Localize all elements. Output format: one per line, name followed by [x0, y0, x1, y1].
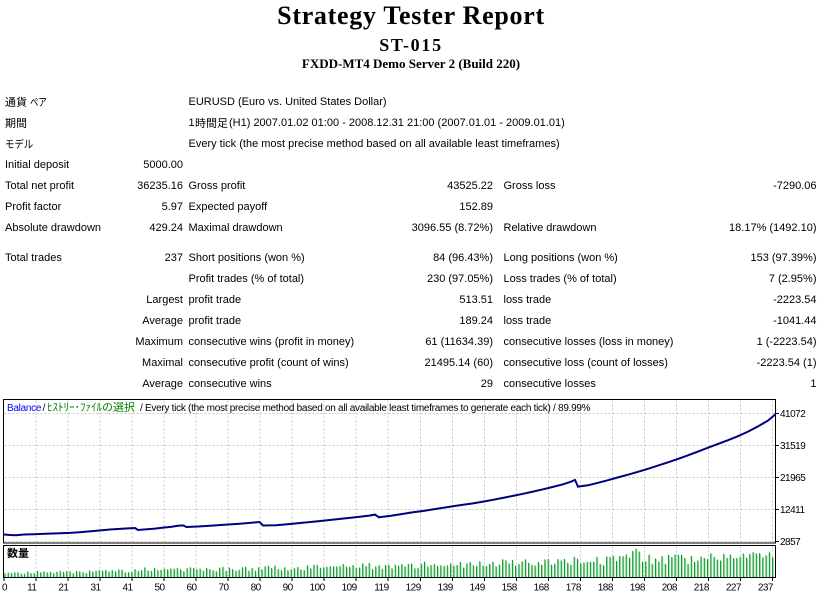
svg-text:/: / [43, 403, 46, 414]
svg-text:208: 208 [662, 583, 678, 594]
svg-text:41: 41 [122, 583, 133, 594]
svg-text:227: 227 [726, 583, 742, 594]
svg-text:0: 0 [2, 583, 8, 594]
svg-text:70: 70 [218, 583, 229, 594]
svg-text:158: 158 [502, 583, 518, 594]
svg-text:2857: 2857 [780, 537, 801, 548]
svg-text:21965: 21965 [780, 473, 806, 484]
svg-text:90: 90 [283, 583, 294, 594]
svg-text:31519: 31519 [780, 441, 806, 452]
svg-text:Balance: Balance [7, 403, 42, 414]
svg-text:198: 198 [630, 583, 646, 594]
svg-text:80: 80 [251, 583, 262, 594]
svg-text:178: 178 [566, 583, 582, 594]
svg-text:218: 218 [694, 583, 710, 594]
svg-text:21: 21 [58, 583, 69, 594]
svg-text:/ Every tick (the most precise: / Every tick (the most precise method ba… [140, 403, 591, 414]
svg-text:12411: 12411 [780, 505, 806, 516]
svg-text:168: 168 [534, 583, 550, 594]
svg-text:31: 31 [90, 583, 101, 594]
svg-text:109: 109 [342, 583, 358, 594]
svg-text:139: 139 [438, 583, 454, 594]
svg-text:100: 100 [310, 583, 326, 594]
svg-text:11: 11 [27, 583, 37, 594]
svg-text:50: 50 [154, 583, 165, 594]
svg-text:60: 60 [186, 583, 197, 594]
svg-text:119: 119 [374, 583, 389, 594]
svg-text:237: 237 [758, 583, 774, 594]
svg-text:149: 149 [470, 583, 486, 594]
svg-text:129: 129 [406, 583, 422, 594]
svg-text:188: 188 [598, 583, 614, 594]
svg-text:41072: 41072 [780, 409, 806, 420]
